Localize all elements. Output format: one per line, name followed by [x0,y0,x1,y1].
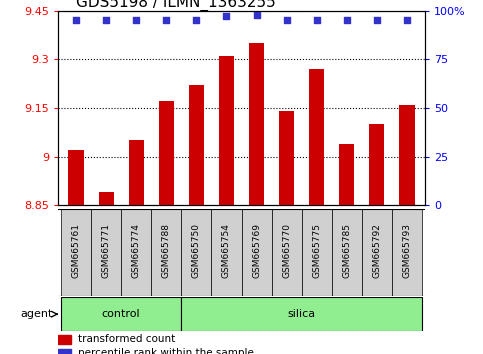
Bar [219,56,234,205]
Bar [332,209,362,296]
Bar [151,209,181,296]
Text: GSM665775: GSM665775 [312,223,321,278]
Text: GSM665788: GSM665788 [162,223,171,278]
Text: GSM665785: GSM665785 [342,223,351,278]
Bar [58,349,71,354]
Bar [99,192,114,205]
Bar [61,209,91,296]
Text: GSM665771: GSM665771 [101,223,111,278]
Bar [159,102,174,205]
Text: GSM665761: GSM665761 [71,223,81,278]
Text: percentile rank within the sample: percentile rank within the sample [78,348,254,354]
Bar [128,141,144,205]
Bar [61,297,181,331]
Bar [249,43,264,205]
Bar [212,209,242,296]
Bar [91,209,121,296]
Bar [242,209,271,296]
Bar [189,85,204,205]
Bar [362,209,392,296]
Text: GSM665750: GSM665750 [192,223,201,278]
Point [223,14,230,19]
Text: GSM665769: GSM665769 [252,223,261,278]
Bar [392,209,422,296]
Point [253,12,260,17]
Bar [369,124,384,205]
Point [193,17,200,23]
Text: GSM665792: GSM665792 [372,223,382,278]
Bar [271,209,302,296]
Point [343,17,351,23]
Text: GSM665774: GSM665774 [132,223,141,278]
Bar [121,209,151,296]
Point [72,17,80,23]
Text: GSM665770: GSM665770 [282,223,291,278]
Text: GSM665754: GSM665754 [222,223,231,278]
Point [102,17,110,23]
Bar [181,297,422,331]
Text: control: control [102,309,141,319]
Bar [309,69,324,205]
Bar [279,111,294,205]
Point [313,17,321,23]
Point [162,17,170,23]
Text: transformed count: transformed count [78,335,175,344]
Bar [339,144,355,205]
Point [373,17,381,23]
Text: GDS5198 / ILMN_1363255: GDS5198 / ILMN_1363255 [76,0,276,11]
Point [132,17,140,23]
Bar [69,150,84,205]
Point [403,17,411,23]
Text: agent: agent [21,309,53,319]
Text: GSM665793: GSM665793 [402,223,412,278]
Bar [58,335,71,344]
Bar [181,209,212,296]
Point [283,17,290,23]
Bar [302,209,332,296]
Text: silica: silica [287,309,316,319]
Bar [399,105,414,205]
